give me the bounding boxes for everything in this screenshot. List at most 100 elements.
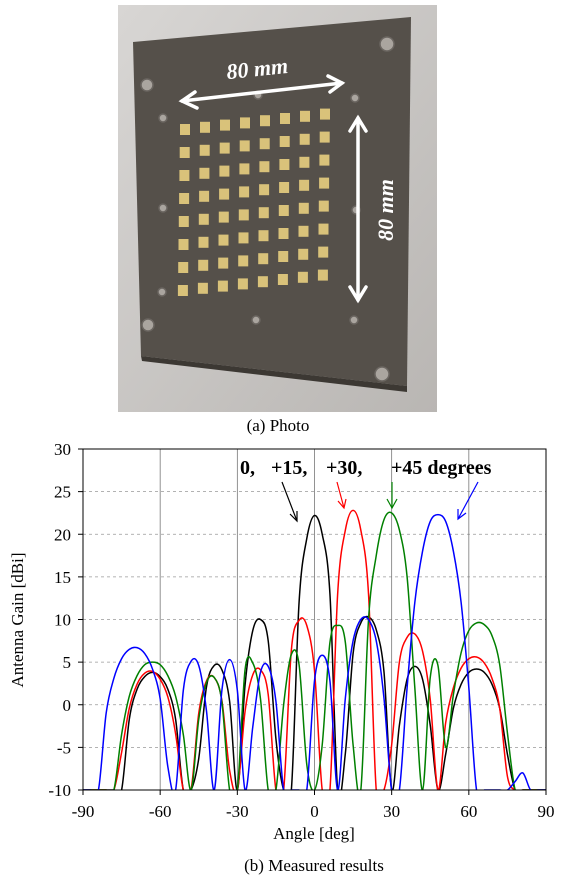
x-axis-label: Angle [deg] xyxy=(273,824,355,843)
patch xyxy=(258,253,269,265)
y-tick-label: 15 xyxy=(54,568,71,587)
patch xyxy=(197,282,208,294)
y-tick-label: 0 xyxy=(63,696,72,715)
patch xyxy=(240,117,250,129)
patch xyxy=(218,234,229,246)
patch xyxy=(279,182,290,193)
x-tick-label: -90 xyxy=(72,802,95,821)
patch xyxy=(300,110,310,122)
patch xyxy=(220,119,230,131)
annotation: +45 degrees xyxy=(391,457,492,479)
patch xyxy=(279,136,290,147)
patches xyxy=(177,108,330,296)
x-tick-label: -30 xyxy=(226,802,249,821)
patch xyxy=(237,278,248,290)
patch xyxy=(199,144,210,156)
patch xyxy=(179,193,190,204)
chart-caption: (b) Measured results xyxy=(244,856,384,875)
patch xyxy=(218,257,229,269)
patch xyxy=(178,216,189,227)
patch xyxy=(258,207,269,219)
patch xyxy=(217,280,228,292)
patch xyxy=(218,211,229,223)
patch xyxy=(279,159,290,170)
annotation: +15, xyxy=(271,457,307,479)
patch xyxy=(318,200,329,212)
y-tick-label: -10 xyxy=(48,781,71,800)
patch xyxy=(198,236,209,248)
patch xyxy=(259,184,270,196)
patch xyxy=(318,223,329,235)
patch xyxy=(277,274,288,285)
patch xyxy=(238,255,249,267)
patch xyxy=(178,262,189,273)
ticks: -10 -5 0 5 10 15 20 25 30 -90 -60 -30 0 30 60 90 xyxy=(48,440,554,821)
patch xyxy=(239,140,250,152)
patch xyxy=(257,276,268,288)
patch xyxy=(178,239,189,250)
patch xyxy=(258,230,269,242)
patch xyxy=(320,108,330,120)
patch xyxy=(239,186,250,198)
annotation: +30, xyxy=(326,457,362,479)
patch xyxy=(179,147,190,158)
patch xyxy=(278,251,289,262)
photo-caption: (a) Photo xyxy=(247,416,310,435)
patch xyxy=(278,228,289,239)
screws xyxy=(140,36,395,382)
patch xyxy=(199,190,210,202)
photo: 80 mm 80 mm xyxy=(118,5,437,412)
patch xyxy=(299,156,310,168)
patch xyxy=(180,124,190,135)
y-tick-label: 20 xyxy=(54,525,71,544)
patch xyxy=(298,225,309,237)
x-tick-label: 60 xyxy=(460,802,477,821)
patch xyxy=(199,167,210,179)
series-line xyxy=(83,514,546,790)
annotation-arrows xyxy=(281,481,479,523)
patch xyxy=(278,205,289,216)
patch xyxy=(280,113,290,124)
patch xyxy=(318,246,329,258)
y-tick-label: 25 xyxy=(54,483,71,502)
patch xyxy=(198,213,209,225)
x-tick-label: 90 xyxy=(538,802,555,821)
patch xyxy=(319,131,330,143)
board-edge xyxy=(141,356,407,392)
patch xyxy=(219,165,230,177)
patch xyxy=(297,271,308,283)
patch xyxy=(260,115,270,127)
patch xyxy=(198,259,209,271)
x-tick-label: 30 xyxy=(383,802,400,821)
patch xyxy=(317,269,328,281)
patch xyxy=(298,202,309,214)
x-tick-label: 0 xyxy=(310,802,319,821)
patch xyxy=(239,163,250,175)
y-tick-label: -5 xyxy=(57,738,71,757)
patch xyxy=(219,188,230,200)
patch xyxy=(177,285,188,296)
patch xyxy=(319,177,330,189)
patch xyxy=(238,232,249,244)
patch xyxy=(319,154,330,166)
patch xyxy=(299,133,310,145)
y-tick-label: 10 xyxy=(54,611,71,630)
patch xyxy=(200,121,210,133)
plot-lines xyxy=(83,509,546,790)
patch xyxy=(179,170,190,181)
patch xyxy=(259,138,270,150)
patch xyxy=(298,248,309,260)
x-tick-label: -60 xyxy=(149,802,172,821)
grid xyxy=(82,448,547,791)
y-tick-label: 5 xyxy=(63,653,72,672)
dimension-arrows xyxy=(178,74,368,304)
patch xyxy=(219,142,230,154)
y-axis-label: Antenna Gain [dBi] xyxy=(8,552,27,687)
series-line xyxy=(83,513,546,790)
height-label: 80 mm xyxy=(373,179,398,241)
annotation: 0, xyxy=(240,457,255,479)
y-tick-label: 30 xyxy=(54,440,71,459)
patch xyxy=(259,161,270,173)
patch xyxy=(299,179,310,191)
